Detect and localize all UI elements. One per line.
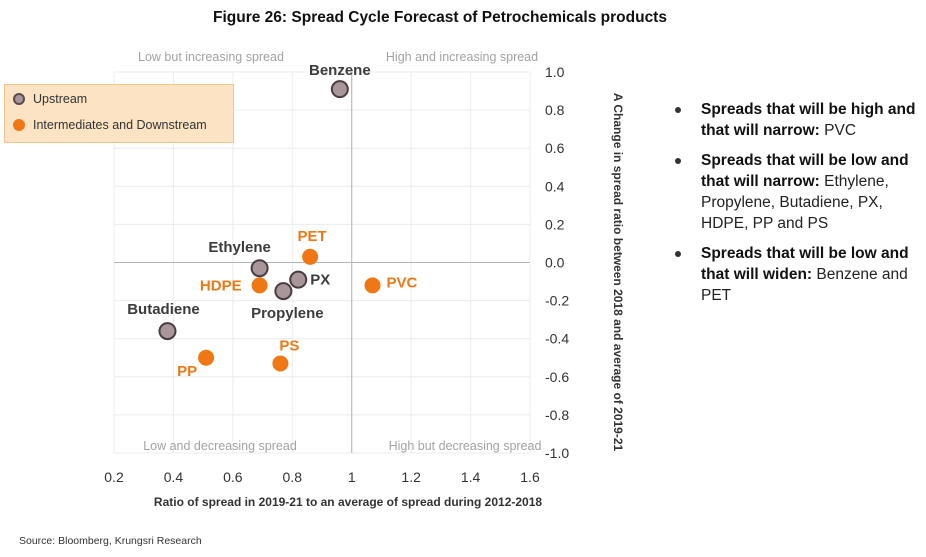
y-tick-label: 1.0 [545, 64, 565, 80]
quadrant-label-bottom-left: Low and decreasing spread [143, 439, 297, 453]
bullet-item: Spreads that will be high and that will … [672, 99, 922, 141]
legend-label-upstream: Upstream [33, 92, 88, 106]
data-point-label: Ethylene [208, 239, 271, 256]
y-tick-label: -0.6 [545, 369, 569, 385]
data-point [274, 282, 293, 301]
y-tick-label: -0.8 [545, 407, 569, 423]
data-point-label: Benzene [309, 62, 371, 79]
bullet-dot-icon [675, 107, 681, 113]
source-note: Source: Bloomberg, Krungsri Research [19, 535, 202, 547]
bullet-dot-icon [675, 251, 681, 257]
y-tick-label: -0.2 [545, 293, 569, 309]
quadrant-label-top-right: High and increasing spread [386, 50, 538, 64]
bullet-text: PVC [824, 122, 857, 139]
data-point [250, 259, 269, 278]
quadrant-label-bottom-right: High but decreasing spread [389, 439, 542, 453]
x-tick-label: 1.2 [401, 469, 421, 485]
data-point [198, 349, 215, 366]
y-tick-label: -0.4 [545, 331, 569, 347]
chart-title: Figure 26: Spread Cycle Forecast of Petr… [213, 9, 667, 26]
y-axis-label: A Change in spread ratio between 2018 an… [611, 93, 625, 452]
legend: Upstream Intermediates and Downstream [4, 84, 234, 143]
y-tick-label: 0.0 [545, 255, 565, 271]
tick-labels: 0.2 0.4 0.6 0.8 1 1.2 1.4 1.6 1.0 0.8 0.6 0.4 0.2 0.0… [104, 64, 569, 485]
data-point-label: Propylene [251, 305, 324, 322]
bullet-text: Ethylene, Propylene, Butadiene, PX, HDPE… [701, 173, 889, 232]
y-tick-label: 0.6 [545, 140, 565, 156]
bullet-dot-icon [675, 158, 681, 164]
data-point [364, 277, 381, 294]
data-point-label: HDPE [200, 277, 242, 294]
data-point-label: PET [298, 228, 327, 245]
x-axis-label: Ratio of spread in 2019-21 to an average… [154, 495, 542, 509]
y-tick-label: 0.2 [545, 216, 565, 232]
legend-label-downstream: Intermediates and Downstream [33, 118, 207, 132]
data-point [330, 80, 349, 99]
data-point [158, 322, 177, 341]
x-tick-label: 1.4 [461, 469, 481, 485]
axes [114, 72, 530, 453]
downstream-marker-icon [13, 119, 25, 131]
quadrant-labels: Low but increasing spread High and incre… [138, 50, 541, 453]
data-point [289, 270, 308, 289]
x-tick-label: 0.6 [223, 469, 243, 485]
bullet-heading: Spreads that will be low and that will w… [701, 245, 909, 283]
x-tick-label: 1.6 [520, 469, 540, 485]
data-point [272, 355, 289, 372]
x-tick-label: 0.4 [164, 469, 184, 485]
bullet-heading: Spreads that will be high and that will … [701, 101, 916, 139]
y-tick-label: 0.8 [545, 102, 565, 118]
legend-item-upstream: Upstream [13, 92, 87, 106]
bullet-item: Spreads that will be low and that will n… [672, 150, 922, 234]
bullet-text: Benzene and PET [701, 266, 908, 304]
y-tick-label: 0.4 [545, 178, 565, 194]
data-point-label: PX [310, 272, 330, 289]
bullet-list: Spreads that will be high and that will … [672, 99, 922, 315]
y-tick-label: -1.0 [545, 445, 569, 461]
upstream-marker-icon [13, 93, 25, 105]
data-points: Benzene Ethylene PX Propylene Butadiene PET HD… [127, 62, 417, 380]
data-point [302, 248, 319, 265]
x-tick-label: 0.8 [283, 469, 303, 485]
data-point-label: PP [177, 363, 197, 380]
x-tick-label: 0.2 [104, 469, 124, 485]
data-point-label: PVC [387, 274, 418, 291]
data-point-label: Butadiene [127, 301, 200, 318]
bullet-item: Spreads that will be low and that will w… [672, 243, 922, 306]
bullet-heading: Spreads that will be low and that will n… [701, 152, 909, 190]
quadrant-label-top-left: Low but increasing spread [138, 50, 284, 64]
legend-item-downstream: Intermediates and Downstream [13, 118, 207, 132]
data-point [251, 277, 268, 294]
data-point-label: PS [279, 337, 299, 354]
x-tick-label: 1 [348, 469, 356, 485]
